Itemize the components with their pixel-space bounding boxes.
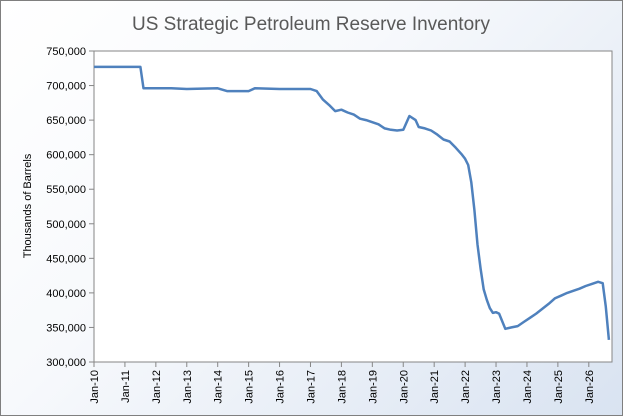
x-tick-label: Jan-15 (244, 370, 256, 404)
series-group (94, 65, 611, 341)
x-tick-label: Jan-13 (182, 370, 194, 404)
x-tick-label: Jan-24 (522, 370, 534, 404)
y-tick-label: 500,000 (46, 219, 86, 231)
series-line (94, 65, 611, 341)
x-tick-label: Jan-23 (491, 370, 503, 404)
y-tick-label: 650,000 (46, 115, 86, 127)
x-tick-label: Jan-14 (213, 370, 225, 404)
y-tick-label: 450,000 (46, 253, 86, 265)
y-tick-label: 700,000 (46, 81, 86, 93)
y-axis: 300,000 350,000 400,000 450,000 500,000 550,0… (46, 46, 94, 369)
y-axis-label: Thousands of Barrels (22, 153, 34, 258)
y-tick-label: 400,000 (46, 288, 86, 300)
x-tick-label: Jan-18 (336, 370, 348, 404)
x-tick-label: Jan-10 (89, 370, 101, 404)
y-tick-label: 550,000 (46, 184, 86, 196)
y-tick-label: 600,000 (46, 150, 86, 162)
x-tick-label: Jan-25 (553, 370, 565, 404)
x-tick-label: Jan-21 (429, 370, 441, 404)
x-tick-label: Jan-26 (584, 370, 596, 404)
plot-area (93, 50, 613, 363)
x-tick-label: Jan-11 (120, 370, 132, 403)
x-tick-label: Jan-20 (398, 370, 410, 404)
x-axis: Jan-10 Jan-11 Jan-12 Jan-13 Jan-14 Jan-15 Jan-… (89, 362, 596, 404)
x-tick-label: Jan-12 (151, 370, 163, 404)
chart-title: US Strategic Petroleum Reserve Inventory (132, 14, 490, 35)
x-tick-label: Jan-22 (460, 370, 472, 404)
x-tick-label: Jan-17 (305, 370, 317, 404)
y-tick-label: 300,000 (46, 357, 86, 369)
y-tick-label: 750,000 (46, 46, 86, 58)
x-tick-label: Jan-16 (275, 370, 287, 404)
y-tick-label: 350,000 (46, 322, 86, 334)
x-tick-label: Jan-19 (367, 370, 379, 404)
